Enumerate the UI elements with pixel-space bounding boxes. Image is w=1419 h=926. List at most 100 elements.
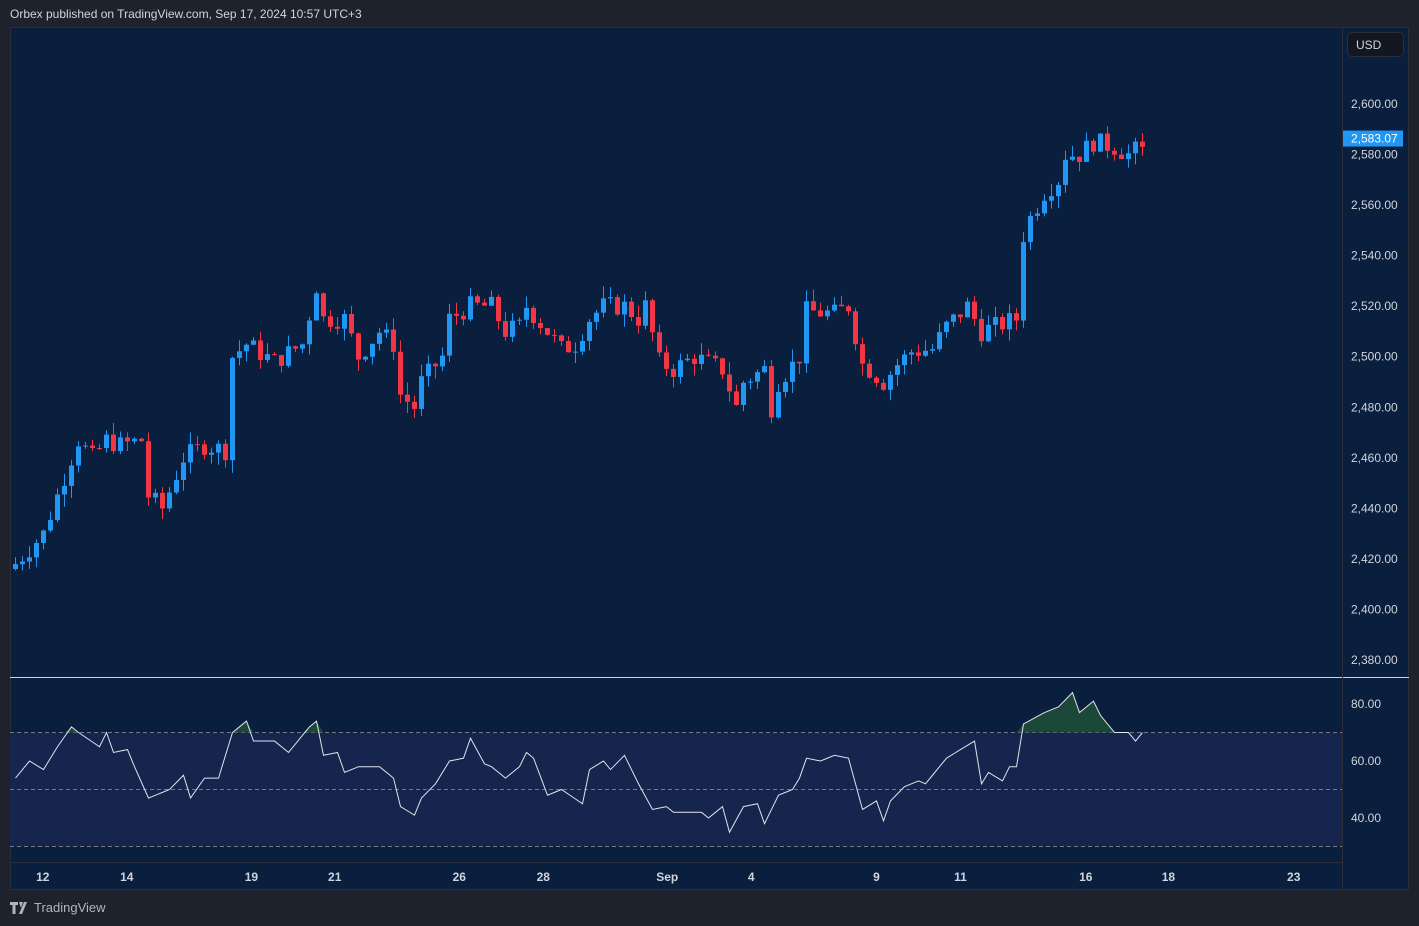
candle-body <box>482 302 487 306</box>
tradingview-logo[interactable]: TradingView <box>10 900 106 915</box>
candle-body <box>839 304 844 307</box>
candle-body <box>783 381 788 393</box>
candle-body <box>475 296 480 303</box>
candle-body <box>1049 196 1054 201</box>
candle-body <box>76 446 81 466</box>
candle-body <box>741 382 746 405</box>
candle-body <box>993 316 998 325</box>
candle-body <box>1098 133 1103 152</box>
candle-body <box>370 343 375 357</box>
candle-body <box>790 361 795 382</box>
candle-body <box>1014 313 1019 321</box>
candle-body <box>531 307 536 323</box>
candle-body <box>860 344 865 364</box>
candle-body <box>55 494 60 521</box>
candle-body <box>377 332 382 344</box>
candle-body <box>951 314 956 322</box>
rsi-overbought-fill <box>15 692 1143 733</box>
candle-body <box>153 492 158 498</box>
candle-body <box>223 443 228 461</box>
candle-body <box>34 543 39 558</box>
candle-body <box>601 298 606 313</box>
candle-body <box>405 394 410 402</box>
candle-body <box>692 358 697 364</box>
candle-body <box>251 340 256 345</box>
candle-body <box>713 355 718 359</box>
candle-body <box>643 300 648 326</box>
candle-body <box>664 352 669 369</box>
candle-body <box>97 447 102 449</box>
candle-body <box>20 561 25 565</box>
candle-body <box>174 479 179 493</box>
candle-body <box>636 317 641 326</box>
candle-body <box>881 382 886 390</box>
candle-body <box>671 368 676 377</box>
candle-body <box>1133 141 1138 154</box>
candle-body <box>524 307 529 320</box>
price-tick-label: 2,420.00 <box>1351 552 1398 566</box>
candle-body <box>965 301 970 318</box>
time-tick-label: 11 <box>954 870 967 884</box>
candle-body <box>146 441 151 498</box>
candle-body <box>1105 133 1110 151</box>
candle-body <box>125 437 130 442</box>
candle-body <box>734 391 739 405</box>
candle-body <box>972 301 977 319</box>
time-tick-label: 28 <box>537 870 551 884</box>
time-tick-label: Sep <box>656 870 678 884</box>
candle-body <box>202 444 207 455</box>
publish-header: Orbex published on TradingView.com, Sep … <box>10 7 362 21</box>
candle-body <box>846 306 851 312</box>
candle-body <box>902 354 907 366</box>
candle-body <box>937 332 942 350</box>
candle-body <box>1084 140 1089 162</box>
candle-body <box>559 335 564 342</box>
candle-body <box>349 313 354 334</box>
candle-body <box>265 354 270 360</box>
price-tick-label: 2,540.00 <box>1351 249 1398 263</box>
price-tick-label: 2,460.00 <box>1351 451 1398 465</box>
rsi-tick-label: 80.00 <box>1351 697 1381 711</box>
candle-body <box>454 313 459 316</box>
candle-body <box>986 324 991 342</box>
candle-body <box>755 372 760 382</box>
candle-body <box>244 344 249 352</box>
candle-body <box>545 328 550 335</box>
candle-body <box>769 366 774 418</box>
candle-body <box>825 310 830 317</box>
price-tick-label: 2,440.00 <box>1351 501 1398 515</box>
candle-body <box>426 363 431 377</box>
time-tick-label: 16 <box>1079 870 1093 884</box>
candle-body <box>279 355 284 366</box>
candle-body <box>503 321 508 337</box>
candle-body <box>706 354 711 356</box>
candle-body <box>440 355 445 367</box>
candle-body <box>853 311 858 345</box>
price-tick-label: 2,600.00 <box>1351 97 1398 111</box>
candle-body <box>699 354 704 364</box>
price-tick-label: 2,580.00 <box>1351 148 1398 162</box>
candle-body <box>727 374 732 392</box>
price-tick-label: 2,380.00 <box>1351 653 1398 667</box>
time-tick-label: 18 <box>1162 870 1176 884</box>
candle-body <box>195 444 200 446</box>
candle-body <box>286 346 291 366</box>
price-tick-label: 2,500.00 <box>1351 350 1398 364</box>
candle-body <box>139 438 144 442</box>
candle-body <box>83 445 88 447</box>
candle-body <box>188 444 193 463</box>
last-price-label: 2,583.07 <box>1351 132 1398 146</box>
candle-body <box>272 354 277 356</box>
candle-body <box>27 557 32 562</box>
candle-body <box>762 366 767 373</box>
candle-body <box>307 320 312 345</box>
currency-button[interactable]: USD <box>1347 32 1404 57</box>
time-tick-label: 4 <box>748 870 755 884</box>
candle-body <box>804 301 809 364</box>
candle-body <box>818 310 823 317</box>
candle-body <box>230 357 235 461</box>
candle-body <box>629 301 634 318</box>
candle-body <box>181 462 186 480</box>
time-tick-label: 14 <box>120 870 134 884</box>
